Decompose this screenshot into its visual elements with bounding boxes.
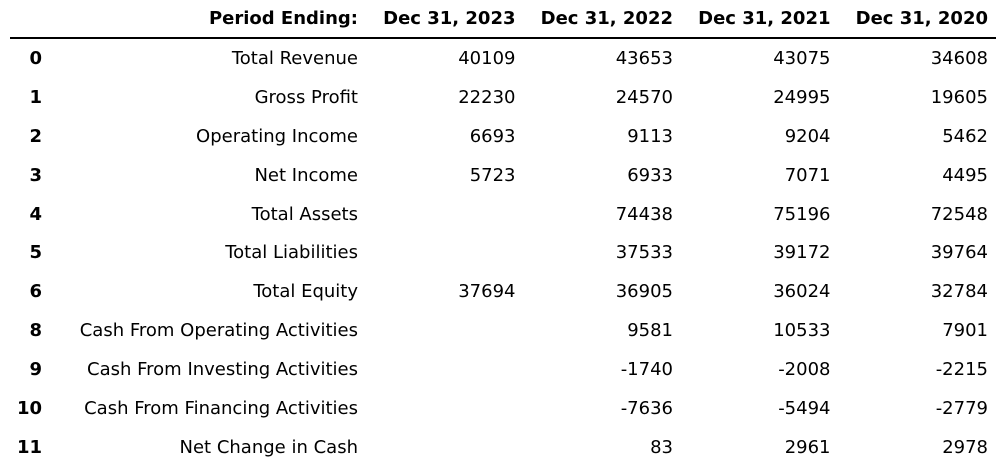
row-label: Cash From Investing Activities (87, 359, 358, 381)
value-cell: -7636 (620, 397, 673, 419)
value-cell: 7901 (942, 320, 988, 342)
row-label: Total Liabilities (225, 242, 358, 264)
column-header-dec-2022: Dec 31, 2022 (523, 0, 681, 39)
value-cell: 32784 (930, 281, 988, 303)
value-cell: -2779 (935, 397, 988, 419)
value-cell: 24570 (615, 86, 673, 108)
value-cell: -2008 (778, 359, 831, 381)
row-index: 8 (29, 320, 42, 342)
table-row: 11 Net Change in Cash 83 2961 2978 (10, 428, 996, 467)
row-label: Net Change in Cash (179, 436, 358, 458)
row-label: Total Assets (251, 203, 358, 225)
value-cell: 39764 (930, 242, 988, 264)
value-cell (366, 350, 524, 389)
index-column-header (10, 0, 50, 39)
row-index: 9 (29, 359, 42, 381)
table-row: 4 Total Assets 74438 75196 72548 (10, 195, 996, 234)
table-header: Period Ending: Dec 31, 2023 Dec 31, 2022… (10, 0, 996, 39)
table-row: 3 Net Income 5723 6933 7071 4495 (10, 156, 996, 195)
row-index: 6 (29, 281, 42, 303)
table-body: 0 Total Revenue 40109 43653 43075 34608 1 Gross… (10, 38, 996, 467)
value-cell: 34608 (930, 47, 988, 69)
value-cell: 5462 (942, 125, 988, 147)
value-cell: 10533 (773, 320, 831, 342)
value-cell: 2961 (784, 436, 831, 458)
value-cell: 4495 (942, 164, 988, 186)
value-cell: 83 (650, 436, 673, 458)
value-cell: 2978 (942, 436, 988, 458)
value-cell: 19605 (930, 86, 988, 108)
value-cell: 24995 (773, 86, 831, 108)
row-index: 11 (16, 436, 42, 458)
row-index: 2 (29, 125, 42, 147)
row-index: 4 (29, 203, 42, 225)
row-index: 0 (29, 47, 42, 69)
value-cell: 40109 (458, 47, 516, 69)
value-cell: -2215 (935, 359, 988, 381)
value-cell: 5723 (469, 164, 516, 186)
table-row: 0 Total Revenue 40109 43653 43075 34608 (10, 38, 996, 78)
table-row: 6 Total Equity 37694 36905 36024 32784 (10, 272, 996, 311)
row-label: Gross Profit (254, 86, 358, 108)
value-cell: 74438 (615, 203, 673, 225)
value-cell: 39172 (773, 242, 831, 264)
value-cell: 75196 (773, 203, 831, 225)
value-cell: 9204 (784, 125, 831, 147)
row-index: 5 (29, 242, 42, 264)
value-cell: -1740 (620, 359, 673, 381)
value-cell (366, 311, 524, 350)
value-cell: 43653 (615, 47, 673, 69)
value-cell (366, 195, 524, 234)
value-cell: 36024 (773, 281, 831, 303)
value-cell: 37533 (615, 242, 673, 264)
value-cell: 22230 (458, 86, 516, 108)
value-cell: 9581 (627, 320, 673, 342)
row-index: 1 (29, 86, 42, 108)
row-label: Cash From Operating Activities (79, 320, 358, 342)
value-cell: 43075 (773, 47, 831, 69)
value-cell: -5494 (778, 397, 831, 419)
value-cell: 9113 (627, 125, 673, 147)
value-cell: 36905 (615, 281, 673, 303)
table-row: 2 Operating Income 6693 9113 9204 5462 (10, 117, 996, 156)
value-cell: 6933 (627, 164, 673, 186)
table-row: 8 Cash From Operating Activities 9581 10533… (10, 311, 996, 350)
value-cell: 6693 (469, 125, 516, 147)
value-cell (366, 428, 524, 467)
row-index: 10 (16, 397, 42, 419)
value-cell (366, 233, 524, 272)
row-index: 3 (29, 164, 42, 186)
value-cell: 37694 (458, 281, 516, 303)
row-label: Total Revenue (231, 47, 358, 69)
period-ending-header: Period Ending: (50, 0, 366, 39)
value-cell (366, 389, 524, 428)
row-label: Operating Income (196, 125, 358, 147)
value-cell: 7071 (784, 164, 831, 186)
row-label: Total Equity (253, 281, 358, 303)
header-row: Period Ending: Dec 31, 2023 Dec 31, 2022… (10, 0, 996, 39)
row-label: Cash From Financing Activities (84, 397, 358, 419)
table-row: 10 Cash From Financing Activities -7636 -54… (10, 389, 996, 428)
column-header-dec-2023: Dec 31, 2023 (366, 0, 524, 39)
table-row: 5 Total Liabilities 37533 39172 39764 (10, 233, 996, 272)
table-row: 9 Cash From Investing Activities -1740 -200… (10, 350, 996, 389)
column-header-dec-2020: Dec 31, 2020 (838, 0, 996, 39)
row-label: Net Income (254, 164, 358, 186)
column-header-dec-2021: Dec 31, 2021 (681, 0, 839, 39)
table-row: 1 Gross Profit 22230 24570 24995 19605 (10, 78, 996, 117)
value-cell: 72548 (930, 203, 988, 225)
financial-summary-table: Period Ending: Dec 31, 2023 Dec 31, 2022… (10, 0, 996, 467)
